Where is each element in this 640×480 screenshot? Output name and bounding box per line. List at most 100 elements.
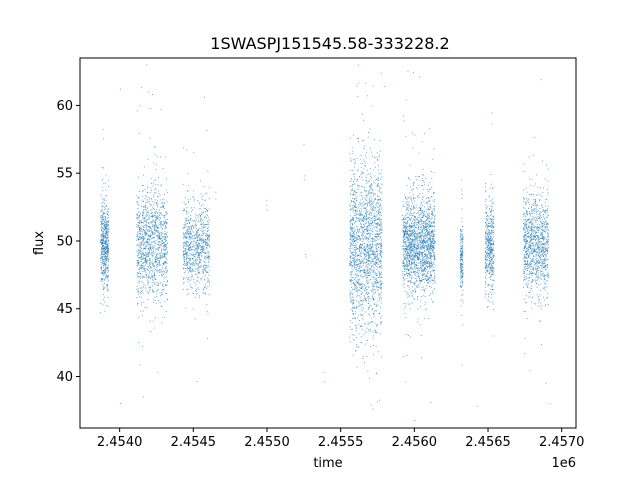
data-point xyxy=(353,183,355,185)
data-point xyxy=(105,174,107,176)
data-point xyxy=(107,179,109,181)
data-point xyxy=(155,212,157,213)
data-point xyxy=(372,308,374,310)
data-point xyxy=(420,248,422,250)
data-point xyxy=(148,214,150,216)
data-point xyxy=(360,166,362,168)
data-point xyxy=(145,259,147,261)
data-point xyxy=(191,243,193,245)
data-point xyxy=(162,206,164,208)
data-point xyxy=(186,244,187,246)
data-point xyxy=(163,253,165,255)
data-point xyxy=(349,170,351,171)
data-point xyxy=(167,242,169,244)
data-point xyxy=(373,216,375,218)
data-point xyxy=(377,177,379,179)
data-point xyxy=(355,285,356,286)
data-point xyxy=(361,218,363,220)
data-point xyxy=(349,250,351,252)
data-point xyxy=(360,342,362,343)
data-point xyxy=(349,341,351,343)
data-point xyxy=(350,271,352,273)
data-point xyxy=(363,290,365,291)
data-point xyxy=(102,217,103,219)
data-point xyxy=(368,210,370,212)
data-point xyxy=(152,215,154,217)
data-point xyxy=(419,280,420,282)
data-point xyxy=(164,249,166,251)
data-point xyxy=(368,293,370,295)
data-point xyxy=(368,216,370,218)
data-point xyxy=(404,221,406,223)
data-point xyxy=(407,221,409,223)
data-point xyxy=(189,283,191,285)
data-point xyxy=(153,275,155,277)
data-point xyxy=(371,268,373,270)
data-point xyxy=(145,232,147,234)
data-point xyxy=(359,260,361,262)
data-point xyxy=(362,229,364,231)
data-point xyxy=(363,148,365,149)
data-point xyxy=(363,229,365,231)
data-point xyxy=(186,279,188,281)
data-point xyxy=(375,216,377,218)
data-point xyxy=(359,176,360,178)
data-point xyxy=(366,266,368,268)
data-point xyxy=(361,304,363,306)
data-point xyxy=(103,293,105,295)
data-point xyxy=(349,336,351,338)
data-point xyxy=(187,173,189,175)
data-point xyxy=(352,303,354,305)
data-point xyxy=(407,210,409,212)
data-point xyxy=(373,268,375,270)
data-point xyxy=(104,198,105,200)
data-point xyxy=(138,257,140,258)
data-point xyxy=(423,240,425,242)
data-point xyxy=(101,251,103,253)
data-point xyxy=(163,237,165,239)
data-point xyxy=(424,250,426,252)
data-point xyxy=(374,233,376,235)
data-point xyxy=(357,268,359,270)
data-point xyxy=(103,211,105,213)
data-point xyxy=(156,217,158,219)
data-point xyxy=(107,297,109,298)
data-point xyxy=(105,231,107,233)
data-point xyxy=(420,202,422,203)
data-point xyxy=(429,201,431,202)
data-point xyxy=(349,220,351,222)
data-point xyxy=(202,273,204,275)
data-point xyxy=(164,256,166,258)
data-point xyxy=(155,230,157,232)
data-point xyxy=(405,231,407,233)
data-point xyxy=(363,295,365,297)
data-point xyxy=(409,280,411,282)
data-point xyxy=(163,198,165,200)
data-point xyxy=(402,245,404,247)
data-point xyxy=(198,235,200,237)
data-point xyxy=(374,227,376,229)
data-point xyxy=(158,243,159,245)
data-point xyxy=(139,257,141,258)
data-point xyxy=(359,230,360,232)
data-point xyxy=(380,208,382,210)
data-point xyxy=(370,272,372,274)
data-point xyxy=(366,157,368,159)
data-point xyxy=(405,226,407,228)
data-point xyxy=(148,238,149,240)
data-point xyxy=(367,253,369,255)
data-point xyxy=(107,208,109,210)
data-point xyxy=(365,286,367,288)
data-point xyxy=(201,234,203,236)
data-point xyxy=(105,232,107,234)
data-point xyxy=(137,288,139,289)
data-point xyxy=(360,299,361,301)
data-point xyxy=(183,262,185,264)
data-point xyxy=(195,238,197,240)
data-point xyxy=(408,197,410,199)
data-point xyxy=(137,259,139,261)
data-point xyxy=(203,241,205,243)
data-point xyxy=(101,235,103,237)
data-point xyxy=(380,272,382,274)
data-point xyxy=(195,252,197,254)
